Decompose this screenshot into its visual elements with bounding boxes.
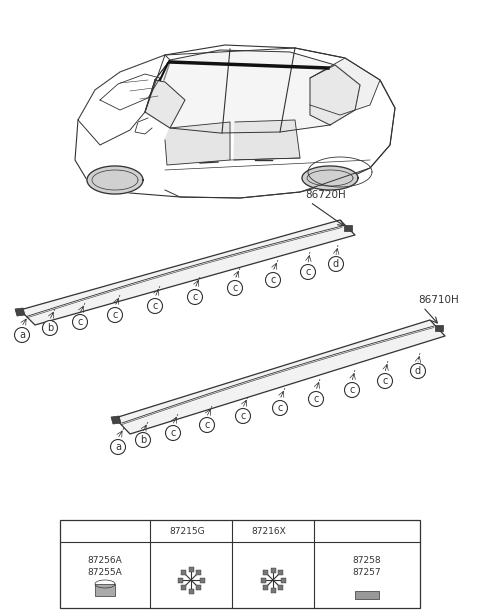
Polygon shape [302, 166, 358, 190]
Polygon shape [145, 80, 185, 128]
Text: c: c [239, 526, 243, 536]
Circle shape [14, 328, 29, 343]
Text: c: c [270, 275, 276, 285]
Text: 87256A
87255A: 87256A 87255A [88, 556, 122, 577]
Polygon shape [271, 568, 276, 573]
Polygon shape [87, 166, 143, 194]
Polygon shape [181, 569, 186, 575]
Circle shape [234, 524, 248, 538]
Polygon shape [189, 566, 193, 571]
Polygon shape [280, 577, 286, 582]
Text: c: c [192, 292, 198, 302]
Text: d: d [320, 526, 326, 536]
Polygon shape [15, 308, 25, 316]
Circle shape [345, 383, 360, 397]
Polygon shape [310, 65, 360, 125]
Polygon shape [264, 571, 268, 576]
Circle shape [72, 314, 87, 330]
Circle shape [43, 320, 58, 336]
FancyBboxPatch shape [60, 520, 420, 608]
Polygon shape [355, 591, 379, 599]
Text: a: a [66, 526, 72, 536]
Circle shape [410, 363, 425, 378]
Circle shape [200, 418, 215, 432]
Circle shape [166, 426, 180, 440]
Text: 87216X: 87216X [251, 526, 286, 536]
Polygon shape [277, 571, 283, 576]
Polygon shape [271, 587, 276, 592]
Polygon shape [234, 120, 300, 160]
Circle shape [309, 392, 324, 407]
Polygon shape [181, 585, 186, 590]
Polygon shape [178, 577, 182, 582]
Circle shape [110, 440, 125, 454]
Polygon shape [75, 45, 395, 198]
Circle shape [377, 373, 393, 389]
Text: 86710H: 86710H [418, 295, 459, 305]
Polygon shape [20, 220, 355, 325]
Text: c: c [382, 376, 388, 386]
Circle shape [273, 400, 288, 416]
Polygon shape [261, 577, 265, 582]
Circle shape [108, 308, 122, 322]
Polygon shape [435, 325, 443, 331]
Text: b: b [47, 323, 53, 333]
Polygon shape [165, 122, 230, 165]
Text: c: c [240, 411, 246, 421]
Circle shape [152, 524, 166, 538]
Text: c: c [277, 403, 283, 413]
Polygon shape [145, 50, 360, 133]
Text: b: b [140, 435, 146, 445]
Polygon shape [344, 225, 352, 231]
Circle shape [316, 524, 330, 538]
Polygon shape [111, 416, 121, 424]
Polygon shape [264, 585, 268, 590]
Text: 86720H: 86720H [305, 190, 346, 200]
Text: c: c [77, 317, 83, 327]
Text: c: c [349, 385, 355, 395]
Text: a: a [115, 442, 121, 452]
Polygon shape [135, 118, 152, 134]
Circle shape [236, 408, 251, 424]
Text: a: a [19, 330, 25, 340]
Circle shape [328, 256, 344, 271]
Circle shape [228, 280, 242, 295]
Circle shape [147, 298, 163, 314]
Polygon shape [95, 584, 115, 596]
Polygon shape [189, 589, 193, 593]
Circle shape [300, 264, 315, 279]
Polygon shape [115, 320, 445, 434]
Polygon shape [200, 577, 204, 582]
Text: b: b [156, 526, 162, 536]
Text: c: c [305, 267, 311, 277]
Text: c: c [152, 301, 158, 311]
Circle shape [135, 432, 151, 448]
Text: 87258
87257: 87258 87257 [353, 556, 381, 577]
Text: d: d [415, 366, 421, 376]
Text: c: c [112, 310, 118, 320]
Circle shape [62, 524, 76, 538]
Circle shape [265, 272, 280, 287]
Polygon shape [78, 55, 170, 145]
Text: 87215G: 87215G [169, 526, 204, 536]
Text: c: c [232, 283, 238, 293]
Circle shape [188, 290, 203, 304]
Polygon shape [310, 58, 380, 115]
Text: c: c [313, 394, 319, 404]
Text: c: c [204, 420, 210, 430]
Text: d: d [333, 259, 339, 269]
Polygon shape [277, 585, 283, 590]
Polygon shape [196, 569, 201, 575]
Polygon shape [196, 585, 201, 590]
Text: c: c [170, 428, 176, 438]
